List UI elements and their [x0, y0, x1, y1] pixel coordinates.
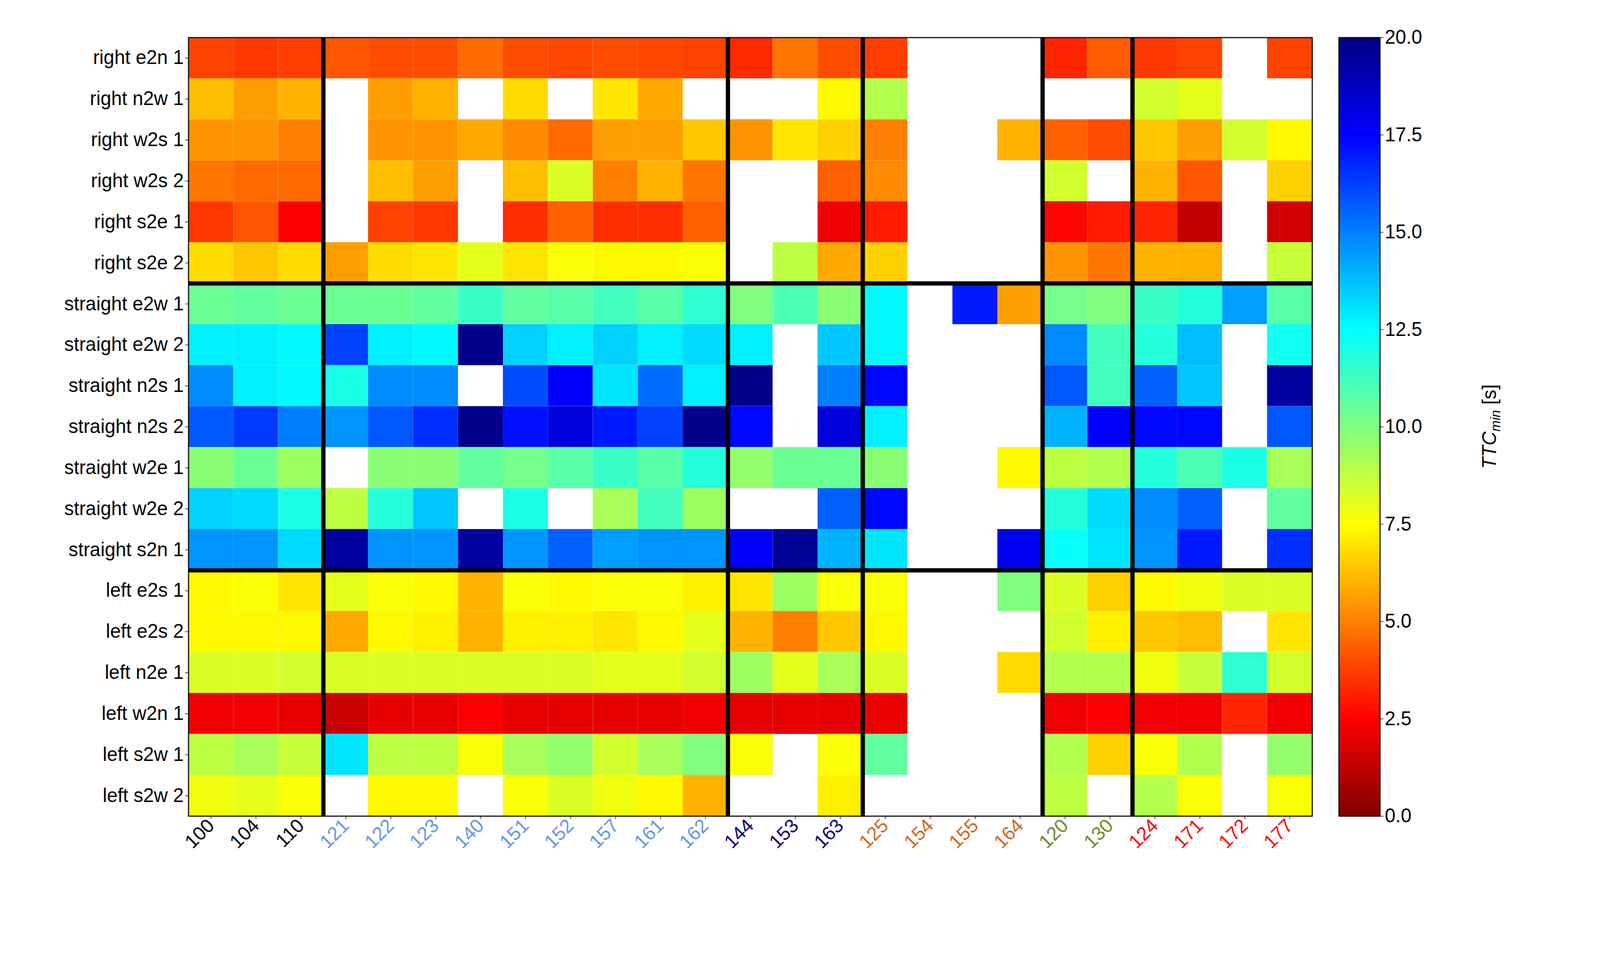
svg-text:right n2w 1: right n2w 1: [89, 87, 184, 110]
svg-text:177: 177: [1259, 814, 1298, 853]
svg-text:123: 123: [404, 814, 443, 853]
svg-text:140: 140: [450, 814, 488, 853]
svg-text:163: 163: [809, 814, 848, 853]
svg-text:left s2w 2: left s2w 2: [102, 784, 184, 807]
svg-text:2.5: 2.5: [1385, 707, 1412, 730]
svg-text:straight n2s 1: straight n2s 1: [68, 374, 184, 397]
svg-text:161: 161: [629, 814, 668, 853]
svg-text:17.5: 17.5: [1385, 123, 1423, 146]
svg-text:155: 155: [944, 814, 983, 853]
svg-text:0.0: 0.0: [1385, 804, 1412, 827]
svg-text:12.5: 12.5: [1385, 318, 1423, 341]
svg-text:20.0: 20.0: [1385, 26, 1423, 48]
svg-text:151: 151: [494, 814, 533, 853]
svg-text:straight s2n 1: straight s2n 1: [68, 538, 184, 561]
svg-text:straight w2e 1: straight w2e 1: [64, 456, 184, 479]
svg-text:121: 121: [315, 814, 354, 853]
svg-text:124: 124: [1124, 814, 1163, 853]
svg-text:144: 144: [719, 814, 758, 853]
svg-text:154: 154: [899, 814, 938, 853]
svg-text:120: 120: [1034, 814, 1072, 853]
svg-text:162: 162: [674, 814, 713, 853]
svg-text:157: 157: [584, 814, 623, 853]
svg-text:straight e2w 1: straight e2w 1: [64, 292, 184, 315]
svg-text:15.0: 15.0: [1385, 220, 1423, 243]
svg-text:7.5: 7.5: [1385, 513, 1412, 535]
svg-text:153: 153: [764, 814, 803, 853]
svg-text:110: 110: [270, 814, 309, 852]
svg-text:100: 100: [180, 814, 219, 853]
svg-text:right w2s 1: right w2s 1: [90, 128, 184, 151]
svg-text:right s2e 2: right s2e 2: [93, 251, 184, 274]
svg-text:122: 122: [360, 814, 398, 853]
svg-text:straight e2w 2: straight e2w 2: [64, 333, 184, 356]
svg-text:straight w2e 2: straight w2e 2: [64, 497, 184, 520]
svg-text:straight n2s 2: straight n2s 2: [68, 415, 184, 438]
svg-text:104: 104: [225, 814, 263, 853]
svg-text:right s2e 1: right s2e 1: [93, 210, 184, 233]
svg-text:left e2s 2: left e2s 2: [105, 620, 184, 643]
svg-text:130: 130: [1079, 814, 1118, 853]
svg-text:152: 152: [539, 814, 578, 853]
svg-text:left s2w 1: left s2w 1: [102, 743, 184, 766]
svg-text:right e2n 1: right e2n 1: [92, 46, 184, 69]
svg-text:TTCmin [s]: TTCmin [s]: [1478, 384, 1503, 469]
svg-text:172: 172: [1213, 814, 1252, 853]
svg-text:171: 171: [1169, 814, 1207, 853]
svg-text:164: 164: [989, 814, 1028, 853]
svg-text:right w2s 2: right w2s 2: [90, 169, 184, 192]
svg-text:10.0: 10.0: [1385, 415, 1423, 438]
svg-text:5.0: 5.0: [1385, 610, 1412, 632]
svg-text:left e2s 1: left e2s 1: [105, 579, 184, 602]
svg-text:125: 125: [854, 814, 893, 853]
svg-text:left n2e 1: left n2e 1: [104, 661, 184, 684]
svg-text:left w2n 1: left w2n 1: [101, 702, 184, 725]
